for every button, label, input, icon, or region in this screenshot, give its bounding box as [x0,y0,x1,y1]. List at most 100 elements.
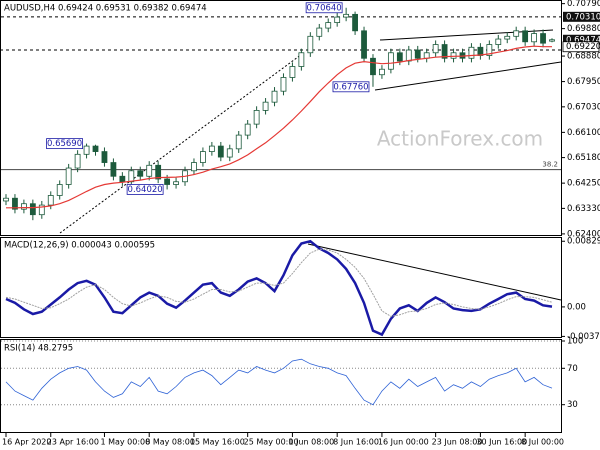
rsi-panel [0,339,562,433]
annotation-box [305,2,343,14]
candle-body [253,110,260,125]
y-tick-label: 30 [567,400,578,410]
candle-body [21,203,27,210]
price-label: 0.69474 [566,35,600,45]
candle-body [343,13,350,18]
candle-body [38,204,45,216]
candle-body [352,13,358,32]
candle-body [56,184,63,196]
channel-lower [374,61,562,91]
candle-body [289,66,296,78]
candle-body [217,145,224,158]
y-tick-label: 0.00 [567,302,586,312]
candle-body [441,44,448,59]
candle-body [280,77,287,92]
candle-body [307,35,314,54]
rsi-title: RSI(14) 48.2795 [4,344,73,354]
candle-body [155,164,162,180]
candle-body [137,170,144,177]
y-tick-label: 70 [567,364,578,374]
candle-body [486,44,493,56]
annotation-box [46,138,83,150]
candle-body [549,39,555,42]
ma-box [562,41,600,53]
candle-body [235,134,242,150]
x-tick-label: 30 Jun 16:00 [476,438,527,447]
candle-body [414,49,421,59]
x-tick-label: 8 May 08:00 [145,438,195,447]
series-line [6,45,552,209]
annotation-label: 0.67760 [333,82,368,92]
y-tick-label: -0.003725 [567,332,600,342]
x-tick-label: 8 Jul 00:00 [521,438,564,447]
x-tick-label: 16 Apr 2020 [2,438,51,447]
annotation-label: 0.65690 [47,139,82,149]
x-tick-label: 16 Jun 00:00 [378,438,429,447]
watermark: ActionForex.com [377,127,543,151]
candle-body [450,52,457,59]
candle-body [513,30,520,37]
annotation-box [332,81,370,93]
candle-body [128,170,135,183]
x-tick-label: 8 Jun 16:00 [333,438,379,447]
candle-body [110,162,117,177]
annotation-label: 0.64020 [128,185,163,195]
candle-body [119,175,126,183]
candle-body [334,16,341,23]
candle-body [316,27,323,37]
candle-body [83,145,90,155]
candle-body [370,57,376,76]
x-tick-label: 23 Apr 16:00 [47,438,99,447]
series-line [5,358,553,406]
candle-body [244,123,251,136]
candle-body [325,22,332,29]
candle-body [173,181,179,185]
candle-body [101,151,108,163]
x-tick-label: 1 May 00:00 [100,438,150,447]
candle-body [208,145,215,152]
candle-body [146,164,153,177]
ma-label: 0.69220 [566,42,600,52]
candle-body [191,162,197,172]
level-label: 0.70310 [566,12,600,22]
candle-body [405,49,412,62]
y-tick-label: 100 [567,337,583,347]
price-panel [0,0,562,236]
x-tick-label: 25 May 00:00 [244,438,299,447]
series-line [5,239,553,337]
price-box [563,34,600,45]
y-tick-label: 0.65180 [567,153,600,163]
y-tick-label: 0.67950 [567,77,600,87]
level-box [563,11,600,22]
candle-body [226,148,233,158]
candle-body [200,151,206,163]
y-tick-label: 0.67030 [567,102,600,112]
y-tick-label: 0.66100 [567,128,600,138]
candle-body [504,35,511,40]
candle-body [396,52,403,62]
y-tick-label: 0.64250 [567,179,600,189]
macd-title: MACD(12,26,9) 0.000043 0.000595 [4,241,155,251]
candle-body [468,46,475,59]
candle-body [65,167,72,185]
candle-body [379,68,385,76]
candle-body [387,52,394,70]
macd-trend-line [307,243,562,301]
candle-body [262,101,269,111]
candle-body [74,153,81,169]
price-title: AUDUSD,H4 0.69424 0.69531 0.69382 0.6947… [4,4,207,14]
candle-body [432,44,439,54]
fib-label: 38.2 [542,161,558,169]
annotation-label: 0.70640 [307,3,342,13]
y-tick-label: 0.70790 [567,0,600,9]
candle-body [92,145,99,152]
candle-body [540,33,546,44]
candle-body [164,178,171,185]
x-tick-label: 1 Jun 08:00 [288,438,334,447]
y-tick-label: 0.69880 [567,24,600,34]
candle-body [531,33,537,43]
x-tick-label: 23 Jun 08:00 [432,438,483,447]
